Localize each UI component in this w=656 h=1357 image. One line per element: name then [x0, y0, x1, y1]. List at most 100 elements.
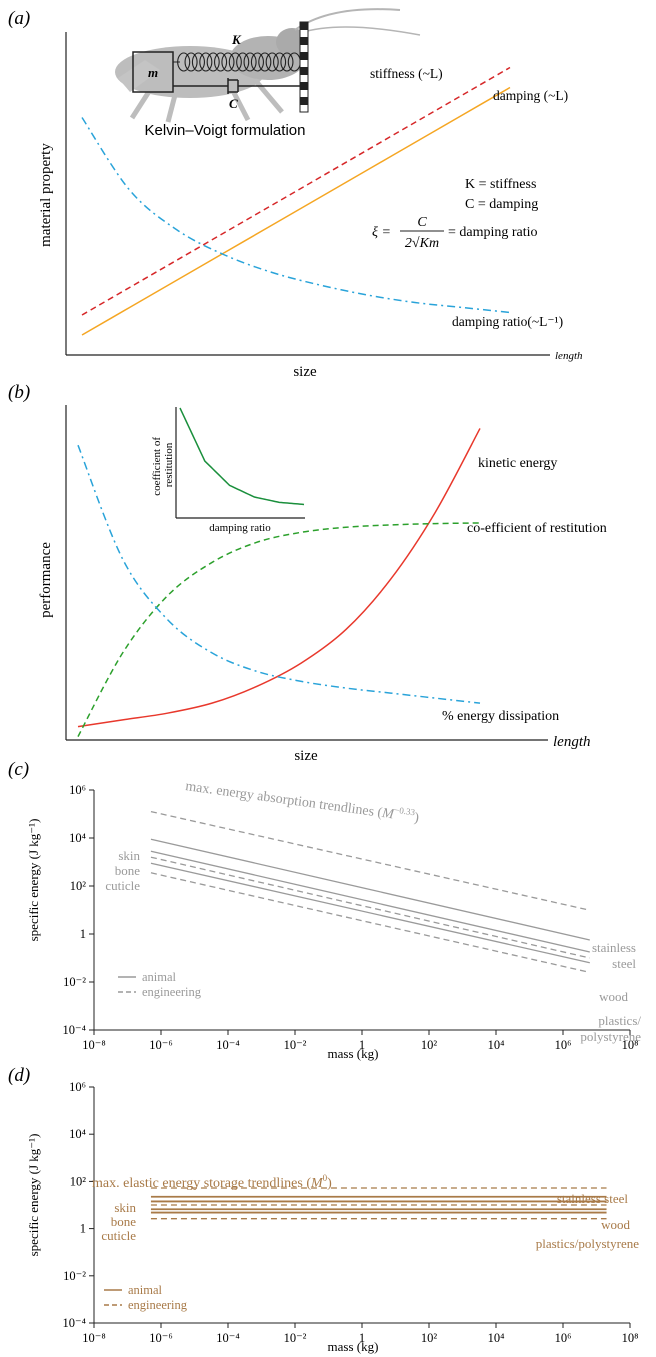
- y-tick-label: 10²: [70, 1174, 87, 1188]
- series-line-restitution: [77, 522, 481, 738]
- series-label-stiffness: stiffness (~L): [370, 66, 443, 81]
- trend-label-m: M: [310, 1176, 324, 1191]
- legend-engineering: engineering: [142, 985, 202, 999]
- y-tick-label: 10⁴: [69, 831, 86, 845]
- panel-d-x-label: mass (kg): [328, 1339, 379, 1354]
- panel-d-series: [150, 1187, 607, 1220]
- series-label-damping: damping (~L): [493, 88, 568, 103]
- label-plastics: plastics/: [598, 1013, 641, 1028]
- inset-line: [179, 407, 305, 506]
- x-tick-label: 10⁴: [488, 1331, 505, 1345]
- label-stainless: stainless: [592, 940, 636, 955]
- kelvin-voigt-model: m K C Kelvin–Voigt formulation: [132, 21, 309, 139]
- label-bone: bone: [111, 1214, 137, 1229]
- series-line-cuticle: [150, 862, 590, 964]
- panel-b-length-label: length: [553, 734, 591, 750]
- wall: [299, 21, 309, 113]
- panel-d-legend: animal engineering: [104, 1283, 188, 1312]
- trend-label-exp: 0: [323, 1173, 328, 1183]
- panel-b-label: (b): [8, 382, 30, 403]
- inset-y-label: coefficient of restitution: [151, 434, 175, 496]
- series-label-restitution: co-efficient of restitution: [467, 521, 607, 536]
- series-line-unlabelled-2: [150, 850, 590, 953]
- panel-c-right-labels: stainless steel wood plastics/ polystyre…: [580, 940, 641, 1044]
- y-tick-label: 10⁻²: [63, 1269, 86, 1283]
- xi-symbol: ξ =: [372, 225, 391, 240]
- panel-c-series: [150, 810, 590, 974]
- y-tick-label: 10²: [70, 879, 87, 893]
- panel-c-label: (c): [8, 759, 29, 780]
- trend-label-m: M: [380, 806, 396, 823]
- series-label-damping-ratio: damping ratio(~L⁻¹): [452, 314, 563, 329]
- damper-label: C: [229, 96, 238, 111]
- y-tick-label: 10⁶: [69, 783, 86, 797]
- panel-a-series: [81, 66, 511, 336]
- ratio-denominator: 2√Km: [405, 236, 439, 251]
- x-tick-label: 10⁸: [622, 1038, 639, 1052]
- label-wood: wood: [601, 1217, 630, 1232]
- damping-ratio-definition: = damping ratio: [448, 225, 538, 240]
- label-plastics-polystyrene: plastics/polystyrene: [536, 1236, 639, 1251]
- x-tick-label: 10⁻²: [284, 1038, 307, 1052]
- panel-d-right-labels: stainless steel wood plastics/polystyren…: [536, 1191, 639, 1251]
- panel-c-left-labels: skin bone cuticle: [105, 848, 140, 893]
- panel-c-legend: animal engineering: [118, 970, 202, 999]
- label-stainless-steel: stainless steel: [557, 1191, 629, 1206]
- x-tick-label: 10²: [421, 1331, 438, 1345]
- panel-b-series: [77, 428, 481, 738]
- x-tick-label: 10⁴: [488, 1038, 505, 1052]
- damping-definition: C = damping: [465, 197, 538, 212]
- x-tick-label: 10⁶: [555, 1038, 572, 1052]
- inset-x-label: damping ratio: [209, 522, 271, 534]
- panel-d-left-labels: skin bone cuticle: [101, 1200, 136, 1243]
- panel-c-axes: 10⁻⁸ 10⁻⁶ 10⁻⁴ 10⁻² 1 10² 10⁴ 10⁶ 10⁸ 10⁻⁴ 10⁻² 1 10…: [63, 783, 639, 1052]
- label-wood: wood: [599, 989, 628, 1004]
- spring-label: K: [231, 32, 242, 47]
- definitions: K = stiffness C = damping ξ = C 2√Km = d…: [372, 177, 538, 251]
- panel-a-label: (a): [8, 8, 30, 29]
- panel-b-y-label: performance: [38, 542, 54, 618]
- panel-d-trend-label: max. elastic energy storage trendlines (…: [92, 1173, 332, 1191]
- series-line-stainless-steel: [150, 810, 590, 911]
- legend-animal: animal: [142, 970, 177, 984]
- series-line-skin: [150, 838, 590, 941]
- label-skin: skin: [118, 848, 140, 863]
- series-line-damping_ratio: [81, 117, 511, 314]
- label-polystyrene: polystyrene: [580, 1029, 641, 1044]
- x-tick-label: 10⁶: [555, 1331, 572, 1345]
- x-tick-label: 10⁻⁴: [216, 1038, 239, 1052]
- panel-c: (c) specific energy (J kg⁻¹) mass (kg) 1…: [8, 759, 641, 1061]
- x-tick-label: 1: [359, 1038, 365, 1052]
- panel-c-trend-label: max. energy absorption trendlines (M−0.3…: [184, 776, 420, 826]
- series-line-damping: [81, 86, 511, 336]
- legend-engineering: engineering: [128, 1298, 188, 1312]
- series-line-damping_ratio: [77, 444, 481, 704]
- y-tick-label: 10⁴: [69, 1127, 86, 1141]
- label-cuticle: cuticle: [101, 1228, 136, 1243]
- panel-a-length-label: length: [555, 350, 583, 362]
- panel-c-x-label: mass (kg): [328, 1046, 379, 1061]
- legend-animal: animal: [128, 1283, 163, 1297]
- mass-box: [132, 51, 174, 93]
- panel-b: (b) performance size length kinetic ener…: [8, 382, 607, 764]
- x-tick-label: 10⁻⁸: [82, 1038, 105, 1052]
- x-tick-label: 10⁻⁶: [149, 1038, 172, 1052]
- panel-b-x-label: size: [294, 748, 318, 764]
- x-tick-label: 1: [359, 1331, 365, 1345]
- series-line-unlabelled-5: [150, 872, 590, 974]
- mass-label: m: [148, 65, 158, 80]
- stiffness-definition: K = stiffness: [465, 177, 536, 192]
- trend-label-text: max. elastic energy storage trendlines (: [92, 1176, 311, 1191]
- series-label-kinetic: kinetic energy: [478, 456, 557, 471]
- inset-y-label-line1: coefficient of: [151, 437, 163, 496]
- label-cuticle: cuticle: [105, 878, 140, 893]
- trend-label-exp: −0.33: [394, 805, 416, 818]
- x-tick-label: 10⁻⁶: [149, 1331, 172, 1345]
- series-line-kinetic: [77, 428, 481, 728]
- panel-a-y-label: material property: [38, 143, 54, 247]
- panel-d: (d) specific energy (J kg⁻¹) mass (kg) 1…: [8, 1065, 639, 1354]
- inset-y-label-line2: restitution: [163, 442, 175, 487]
- x-tick-label: 10²: [421, 1038, 438, 1052]
- panel-c-y-label: specific energy (J kg⁻¹): [26, 819, 41, 942]
